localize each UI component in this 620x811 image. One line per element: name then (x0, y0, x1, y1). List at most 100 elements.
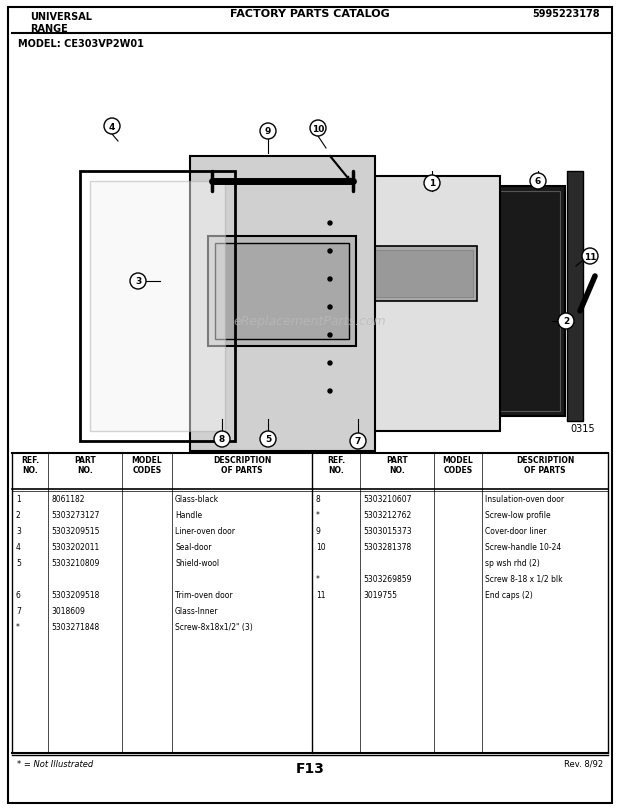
Bar (208, 237, 356, 346)
Circle shape (582, 249, 598, 264)
Text: 5303209515: 5303209515 (51, 526, 99, 535)
Text: 8: 8 (219, 435, 225, 444)
Text: 7: 7 (16, 607, 21, 616)
Text: 5: 5 (265, 435, 271, 444)
Text: 3: 3 (16, 526, 21, 535)
Text: 8061182: 8061182 (51, 495, 84, 504)
Circle shape (350, 433, 366, 449)
Text: Screw 8-18 x 1/2 blk: Screw 8-18 x 1/2 blk (485, 574, 562, 583)
Text: Screw-handle 10-24: Screw-handle 10-24 (485, 543, 561, 551)
Circle shape (328, 250, 332, 254)
Text: 6: 6 (535, 178, 541, 187)
Text: 5303210607: 5303210607 (363, 495, 412, 504)
Text: Shield-wool: Shield-wool (175, 558, 219, 568)
Text: 5303202011: 5303202011 (51, 543, 99, 551)
Circle shape (328, 389, 332, 393)
Text: 5303271848: 5303271848 (51, 622, 99, 631)
Text: FACTORY PARTS CATALOG: FACTORY PARTS CATALOG (230, 9, 390, 19)
Text: 5303015373: 5303015373 (363, 526, 412, 535)
Bar (567, 172, 583, 422)
Text: UNIVERSAL
RANGE: UNIVERSAL RANGE (30, 12, 92, 33)
Text: DESCRIPTION
OF PARTS: DESCRIPTION OF PARTS (213, 456, 271, 474)
Circle shape (328, 221, 332, 225)
Text: REF.
NO.: REF. NO. (327, 456, 345, 474)
Text: * = Not Illustrated: * = Not Illustrated (17, 759, 93, 768)
Circle shape (260, 431, 276, 448)
Text: 10: 10 (316, 543, 326, 551)
Text: Insulation-oven door: Insulation-oven door (485, 495, 564, 504)
Text: Handle: Handle (175, 510, 202, 519)
Bar (425, 191, 560, 411)
Text: Trim-oven door: Trim-oven door (175, 590, 232, 599)
Text: Screw-8x18x1/2" (3): Screw-8x18x1/2" (3) (175, 622, 253, 631)
Text: 2: 2 (16, 510, 20, 519)
Bar (80, 172, 235, 441)
Circle shape (530, 174, 546, 190)
Text: 6: 6 (16, 590, 21, 599)
Text: MODEL
CODES: MODEL CODES (131, 456, 162, 474)
Text: Seal-door: Seal-door (175, 543, 211, 551)
Text: F13: F13 (296, 761, 324, 775)
Text: 5303209518: 5303209518 (51, 590, 99, 599)
Text: 5303210809: 5303210809 (51, 558, 99, 568)
Text: 5303273127: 5303273127 (51, 510, 99, 519)
Text: PART
NO.: PART NO. (74, 456, 96, 474)
Circle shape (328, 333, 332, 337)
Text: 9: 9 (265, 127, 271, 136)
Bar (342, 247, 477, 302)
Circle shape (214, 431, 230, 448)
Text: 3018609: 3018609 (51, 607, 85, 616)
Text: 11: 11 (316, 590, 326, 599)
Bar (215, 243, 349, 340)
Bar (190, 157, 375, 452)
Text: PART
NO.: PART NO. (386, 456, 408, 474)
Text: End caps (2): End caps (2) (485, 590, 533, 599)
Text: sp wsh rhd (2): sp wsh rhd (2) (485, 558, 540, 568)
Text: 1: 1 (429, 179, 435, 188)
Text: 5303269859: 5303269859 (363, 574, 412, 583)
Text: DESCRIPTION
OF PARTS: DESCRIPTION OF PARTS (516, 456, 574, 474)
Text: Glass-black: Glass-black (175, 495, 219, 504)
Text: 5303212762: 5303212762 (363, 510, 411, 519)
Text: Rev. 8/92: Rev. 8/92 (564, 759, 603, 768)
Text: Cover-door liner: Cover-door liner (485, 526, 546, 535)
Circle shape (104, 119, 120, 135)
Text: *: * (316, 574, 320, 583)
Text: 4: 4 (16, 543, 21, 551)
Text: MODEL: CE303VP2W01: MODEL: CE303VP2W01 (18, 39, 144, 49)
Circle shape (328, 362, 332, 366)
Text: Liner-oven door: Liner-oven door (175, 526, 235, 535)
Text: 11: 11 (584, 252, 596, 261)
Text: *: * (316, 510, 320, 519)
Text: 5: 5 (16, 558, 21, 568)
Circle shape (328, 306, 332, 310)
Text: 0315: 0315 (570, 423, 595, 433)
Text: Glass-Inner: Glass-Inner (175, 607, 218, 616)
Circle shape (130, 273, 146, 290)
Text: 8: 8 (316, 495, 321, 504)
Circle shape (558, 314, 574, 329)
Text: *: * (16, 622, 20, 631)
Bar (320, 177, 500, 431)
Text: 9: 9 (316, 526, 321, 535)
Text: Screw-low profile: Screw-low profile (485, 510, 551, 519)
Text: 1: 1 (16, 495, 20, 504)
Text: eReplacementParts.com: eReplacementParts.com (234, 315, 386, 328)
Text: 4: 4 (109, 122, 115, 131)
Circle shape (310, 121, 326, 137)
Text: 2: 2 (563, 317, 569, 326)
Circle shape (424, 176, 440, 191)
Bar (90, 182, 225, 431)
Text: 5303281378: 5303281378 (363, 543, 411, 551)
Text: 3019755: 3019755 (363, 590, 397, 599)
Text: 3: 3 (135, 277, 141, 286)
Text: 5995223178: 5995223178 (533, 9, 600, 19)
Text: REF.
NO.: REF. NO. (21, 456, 39, 474)
Text: 7: 7 (355, 437, 361, 446)
Bar (346, 251, 473, 298)
Circle shape (328, 277, 332, 281)
Text: MODEL
CODES: MODEL CODES (443, 456, 474, 474)
Text: 10: 10 (312, 124, 324, 133)
Bar (420, 187, 565, 417)
Circle shape (260, 124, 276, 139)
